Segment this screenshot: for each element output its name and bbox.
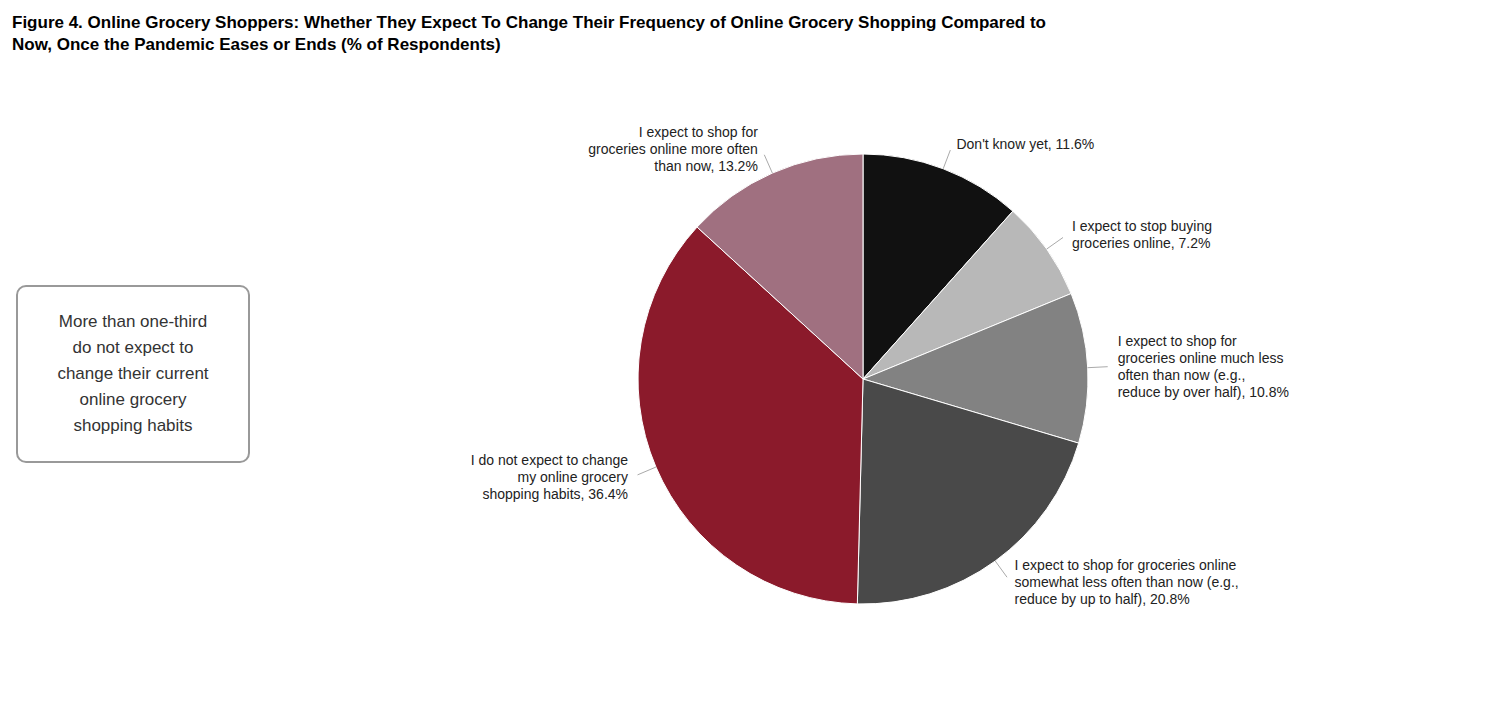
html-text:More than one-third do not exp: More than one-third do not expect to cha… xyxy=(57,312,209,435)
svg-text:I expect to shop forgroceries: I expect to shop forgroceries online muc… xyxy=(1118,333,1289,400)
html-text:Figure 4. Online Grocery Shopp: Figure 4. Online Grocery Shoppers: Wheth… xyxy=(12,13,1046,54)
svg-text:I expect to shop for groceries: I expect to shop for groceries onlinesom… xyxy=(1015,557,1239,607)
svg-text:I expect to shop forgroceries: I expect to shop forgroceries online mor… xyxy=(588,124,758,174)
svg-text:I do not expect to changemy on: I do not expect to changemy online groce… xyxy=(471,452,628,502)
svg-text:I expect to stop buyinggroceri: I expect to stop buyinggroceries online,… xyxy=(1072,218,1212,251)
svg-text:Don't know yet, 11.6%: Don't know yet, 11.6% xyxy=(956,136,1094,152)
